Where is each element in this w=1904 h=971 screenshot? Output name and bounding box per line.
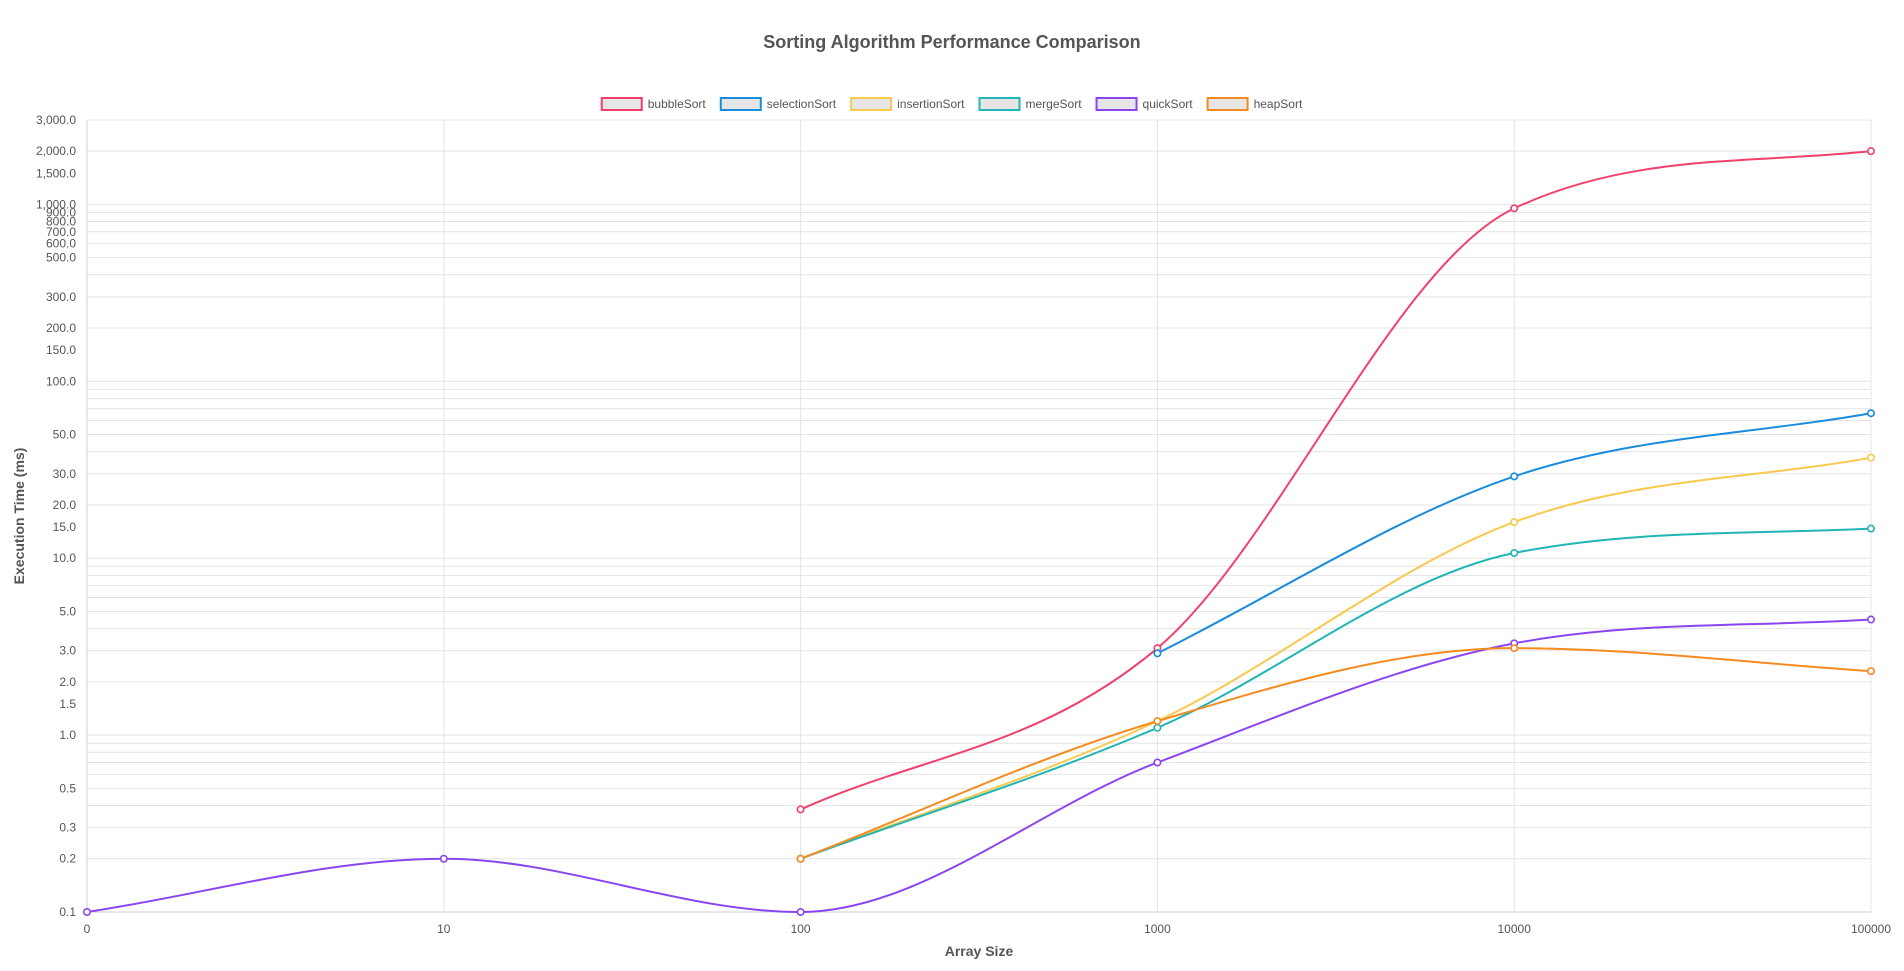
legend-swatch xyxy=(1095,97,1138,111)
series-line-mergeSort xyxy=(800,527,1872,860)
y-tick-label: 2.0 xyxy=(59,675,76,689)
y-tick-label: 2,000.0 xyxy=(36,144,76,158)
legend-swatch xyxy=(978,97,1021,111)
legend-item-heapSort[interactable]: heapSort xyxy=(1206,97,1303,111)
data-point-quickSort[interactable] xyxy=(439,854,448,863)
data-point-quickSort[interactable] xyxy=(83,907,92,916)
legend-swatch xyxy=(719,97,762,111)
data-point-quickSort[interactable] xyxy=(1153,758,1162,767)
x-tick-label: 100000 xyxy=(1851,922,1891,936)
legend-swatch xyxy=(600,97,643,111)
y-tick-label: 15.0 xyxy=(53,520,77,534)
data-point-heapSort[interactable] xyxy=(1867,667,1876,676)
y-tick-label: 30.0 xyxy=(53,467,77,481)
y-tick-label: 200.0 xyxy=(46,321,76,335)
legend-item-bubbleSort[interactable]: bubbleSort xyxy=(600,97,707,111)
y-tick-label: 100.0 xyxy=(46,374,76,388)
series-points xyxy=(83,147,1876,916)
y-tick-label: 600.0 xyxy=(46,237,76,251)
data-point-bubbleSort[interactable] xyxy=(1510,204,1519,213)
series-line-bubbleSort xyxy=(800,150,1872,811)
legend-item-selectionSort[interactable]: selectionSort xyxy=(719,97,837,111)
x-axis-ticks: 0 10 100 1000 10000 100000 xyxy=(84,922,1892,936)
legend-item-quickSort[interactable]: quickSort xyxy=(1095,97,1194,111)
data-point-heapSort[interactable] xyxy=(1510,644,1519,653)
legend-label: selectionSort xyxy=(767,97,837,111)
y-tick-label: 700.0 xyxy=(46,225,76,239)
data-point-selectionSort[interactable] xyxy=(1510,472,1519,481)
legend-item-mergeSort[interactable]: mergeSort xyxy=(978,97,1083,111)
series-line-heapSort xyxy=(800,647,1872,860)
y-tick-label: 50.0 xyxy=(53,428,77,442)
y-axis-ticks: 0.1 0.2 0.3 0.5 1.0 1.5 2.0 3.0 5.0 10.0 15.0 20.0 3… xyxy=(36,113,76,919)
y-tick-label: 20.0 xyxy=(53,498,77,512)
x-tick-label: 10000 xyxy=(1498,922,1532,936)
y-axis-title: Execution Time (ms) xyxy=(11,448,27,585)
data-point-mergeSort[interactable] xyxy=(1510,549,1519,558)
y-tick-label: 300.0 xyxy=(46,290,76,304)
data-point-mergeSort[interactable] xyxy=(1153,723,1162,732)
legend-label: bubbleSort xyxy=(648,97,707,111)
y-tick-label: 500.0 xyxy=(46,251,76,265)
y-tick-label: 10.0 xyxy=(53,551,77,565)
data-point-mergeSort[interactable] xyxy=(1867,524,1876,533)
data-point-quickSort[interactable] xyxy=(796,907,805,916)
chart-title: Sorting Algorithm Performance Comparison xyxy=(763,32,1140,52)
data-point-bubbleSort[interactable] xyxy=(796,805,805,814)
x-axis-title: Array Size xyxy=(945,943,1014,959)
data-point-heapSort[interactable] xyxy=(1153,717,1162,726)
x-tick-label: 10 xyxy=(437,922,451,936)
y-tick-label: 0.2 xyxy=(59,852,76,866)
series-lines xyxy=(86,150,1872,914)
y-tick-label: 150.0 xyxy=(46,343,76,357)
legend-label: quickSort xyxy=(1143,97,1194,111)
y-tick-label: 3.0 xyxy=(59,644,76,658)
data-point-heapSort[interactable] xyxy=(796,854,805,863)
data-point-quickSort[interactable] xyxy=(1867,615,1876,624)
y-tick-label: 1,500.0 xyxy=(36,166,76,180)
y-gridlines xyxy=(87,119,1871,913)
legend-label: insertionSort xyxy=(897,97,965,111)
legend: bubbleSort selectionSort insertionSort merg… xyxy=(600,97,1303,111)
y-tick-label: 800.0 xyxy=(46,215,76,229)
legend-swatch xyxy=(1206,97,1249,111)
legend-swatch xyxy=(850,97,893,111)
data-point-insertionSort[interactable] xyxy=(1510,518,1519,527)
x-tick-label: 100 xyxy=(791,922,811,936)
x-tick-label: 0 xyxy=(84,922,91,936)
y-tick-label: 1.5 xyxy=(59,697,76,711)
x-gridlines xyxy=(86,120,1872,913)
data-point-insertionSort[interactable] xyxy=(1867,453,1876,462)
legend-label: mergeSort xyxy=(1026,97,1083,111)
y-tick-label: 1.0 xyxy=(59,728,76,742)
data-point-bubbleSort[interactable] xyxy=(1867,147,1876,156)
data-point-selectionSort[interactable] xyxy=(1867,409,1876,418)
y-tick-label: 5.0 xyxy=(59,604,76,618)
series-line-insertionSort xyxy=(800,456,1872,860)
data-point-selectionSort[interactable] xyxy=(1153,649,1162,658)
y-tick-label: 900.0 xyxy=(46,205,76,219)
y-tick-label: 0.5 xyxy=(59,781,76,795)
y-tick-label: 0.3 xyxy=(59,821,76,835)
series-line-quickSort xyxy=(86,618,1872,914)
y-tick-label: 3,000.0 xyxy=(36,113,76,127)
legend-label: heapSort xyxy=(1254,97,1303,111)
legend-item-insertionSort[interactable]: insertionSort xyxy=(850,97,965,111)
y-tick-label: 1,000.0 xyxy=(36,197,76,211)
y-tick-label: 0.1 xyxy=(59,905,76,919)
x-tick-label: 1000 xyxy=(1144,922,1171,936)
